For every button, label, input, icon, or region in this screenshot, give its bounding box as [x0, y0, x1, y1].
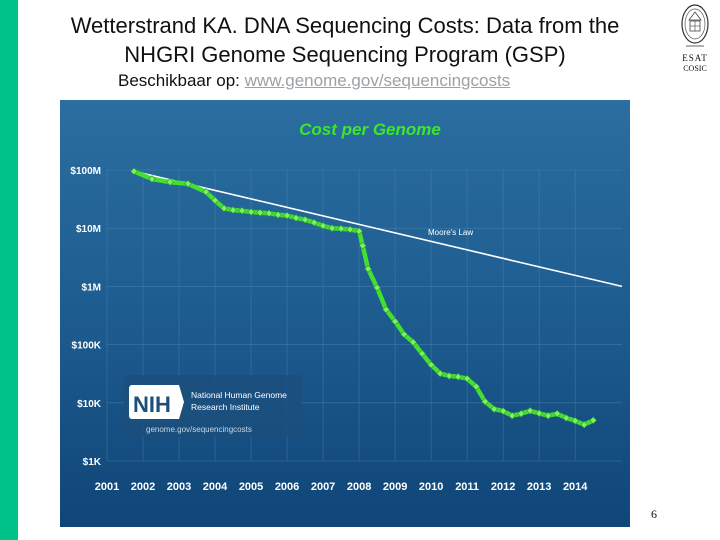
source-citation: Beschikbaar op: www.genome.gov/sequencin… — [118, 71, 510, 91]
cost-data-point — [301, 215, 309, 224]
cost-data-point — [445, 372, 453, 380]
nih-inset: NIH National Human Genome Research Insti… — [124, 375, 302, 437]
cost-data-point — [220, 204, 228, 213]
chart-grid — [106, 169, 622, 462]
cost-data-point — [202, 188, 210, 196]
cost-data-point — [328, 224, 336, 233]
cost-data-point — [427, 360, 435, 369]
x-tick-label: 2010 — [419, 481, 443, 493]
cost-data-point — [499, 407, 507, 415]
x-tick-label: 2012 — [491, 481, 515, 493]
logo-text-cosic: COSIC — [683, 64, 707, 73]
chart-background — [60, 100, 630, 527]
x-tick-label: 2002 — [131, 481, 155, 493]
cost-data-point — [256, 208, 264, 217]
nih-institute-line-1: National Human Genome — [191, 390, 287, 400]
x-tick-label: 2014 — [563, 481, 588, 493]
cost-data-point — [463, 374, 471, 383]
x-tick-label: 2005 — [239, 481, 263, 493]
cost-data-point — [472, 382, 480, 391]
cost-data-point — [373, 283, 381, 292]
slide-title-line-1: Wetterstrand KA. DNA Sequencing Costs: D… — [70, 13, 620, 38]
moores-law-label: Moore's Law — [428, 228, 473, 237]
x-tick-label: 2007 — [311, 481, 335, 493]
cost-data-point — [229, 206, 237, 214]
cost-data-point — [211, 196, 219, 205]
cost-data-point — [292, 214, 300, 222]
cost-data-point — [364, 265, 372, 273]
cost-data-point — [274, 210, 282, 219]
x-tick-label: 2001 — [95, 481, 119, 493]
cost-data-point — [358, 241, 367, 250]
y-tick-label: $100M — [70, 166, 101, 177]
cost-data-point — [544, 411, 552, 420]
cost-data-point — [184, 179, 192, 188]
cost-data-point — [553, 409, 561, 418]
x-tick-label: 2006 — [275, 481, 299, 493]
cost-data-point — [148, 175, 156, 183]
cost-data-point — [526, 406, 534, 415]
nih-institute-line-2: Research Institute — [191, 402, 260, 412]
nih-logo-text: NIH — [133, 392, 171, 417]
cost-data-point — [247, 208, 255, 216]
cost-data-point — [310, 218, 318, 227]
x-tick-label: 2009 — [383, 481, 407, 493]
nih-inset-url: genome.gov/sequencingcosts — [146, 425, 252, 434]
cost-data-point — [481, 397, 489, 406]
cost-data-point — [589, 416, 598, 425]
source-prefix: Beschikbaar op: — [118, 71, 245, 90]
cost-data-point — [436, 369, 444, 378]
cost-data-point — [580, 420, 589, 429]
source-link[interactable]: www.genome.gov/sequencingcosts — [244, 71, 511, 90]
cost-data-point — [517, 409, 525, 418]
chart-title: Cost per Genome — [299, 120, 441, 139]
slide-title-line-2: NHGRI Genome Sequencing Program (GSP) — [124, 42, 566, 67]
logo-text-esat: ESAT — [682, 53, 708, 63]
y-tick-label: $100K — [72, 341, 102, 352]
university-seal-icon — [681, 4, 709, 47]
cost-data-point — [265, 209, 273, 218]
cost-data-point — [571, 417, 580, 425]
cost-data-point — [490, 405, 498, 413]
y-tick-label: $1M — [82, 282, 101, 293]
x-tick-label: 2013 — [527, 481, 551, 493]
cost-data-point — [166, 178, 174, 186]
cost-data-point — [535, 409, 543, 418]
x-tick-label: 2011 — [455, 481, 479, 493]
nih-logo-box — [129, 385, 187, 419]
cost-per-genome-chart: Cost per Genome $100M $10M $1M $100K $10K $1K… — [60, 100, 630, 527]
moores-law-line — [133, 170, 623, 288]
y-tick-label: $10M — [76, 224, 101, 235]
cost-data-point — [418, 349, 426, 358]
y-tick-label: $10K — [77, 399, 102, 410]
cost-data-point — [355, 227, 363, 235]
x-tick-label: 2008 — [347, 481, 371, 493]
page-number: 6 — [651, 507, 657, 521]
accent-bar — [0, 0, 18, 540]
cost-data-point — [400, 330, 408, 339]
y-tick-label: $1K — [83, 457, 102, 468]
cost-data-point — [337, 224, 345, 233]
cost-data-point — [508, 411, 516, 420]
cost-data-point — [319, 221, 327, 230]
x-tick-label: 2003 — [167, 481, 191, 493]
cost-data-point — [454, 372, 462, 381]
x-tick-label: 2004 — [203, 481, 228, 493]
cost-data-point — [283, 211, 291, 220]
cost-data-point — [346, 225, 354, 234]
cost-data-point — [130, 167, 138, 176]
cost-data-point — [238, 206, 246, 215]
cost-data-point — [382, 305, 390, 314]
cost-data-point — [409, 338, 417, 347]
cost-data-point — [562, 414, 571, 422]
cost-data-point — [391, 317, 399, 326]
